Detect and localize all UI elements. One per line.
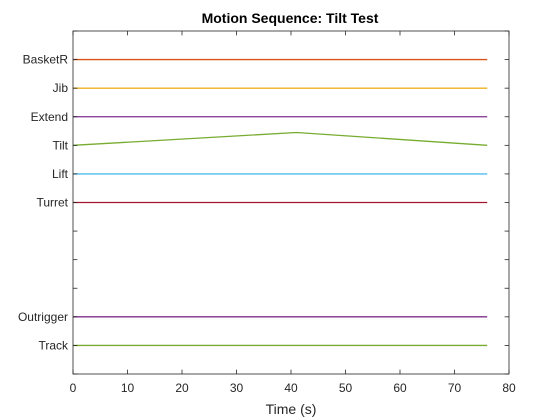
x-tick-label: 80 [502, 381, 516, 395]
x-tick-label: 70 [448, 381, 462, 395]
y-axis: Track Outrigger Turret Lift Tilt Extend Jib Bas… [18, 30, 509, 375]
x-axis-label: Time (s) [266, 401, 317, 417]
y-tick-label-extend: Extend [31, 110, 68, 124]
y-tick-label-track: Track [38, 338, 69, 352]
y-tick-label-lift: Lift [52, 167, 69, 181]
y-tick-label-tilt: Tilt [52, 138, 68, 152]
y-tick-label-outrigger: Outrigger [18, 310, 68, 324]
x-tick-label: 40 [284, 381, 298, 395]
x-tick-label: 10 [121, 381, 135, 395]
x-axis: 0 10 20 30 40 50 60 70 80 [70, 31, 516, 395]
series-line-tilt [72, 131, 488, 146]
x-tick-label: 20 [175, 381, 189, 395]
y-tick-label-turret: Turret [36, 196, 68, 210]
y-tick-label-jib: Jib [53, 81, 69, 95]
y-tick-label-basketr: BasketR [23, 53, 69, 67]
x-tick-label: 60 [393, 381, 407, 395]
x-tick-label: 0 [70, 381, 77, 395]
x-tick-label: 30 [230, 381, 244, 395]
plot-series [72, 58, 488, 347]
chart-title: Motion Sequence: Tilt Test [202, 10, 379, 26]
x-tick-label: 50 [339, 381, 353, 395]
